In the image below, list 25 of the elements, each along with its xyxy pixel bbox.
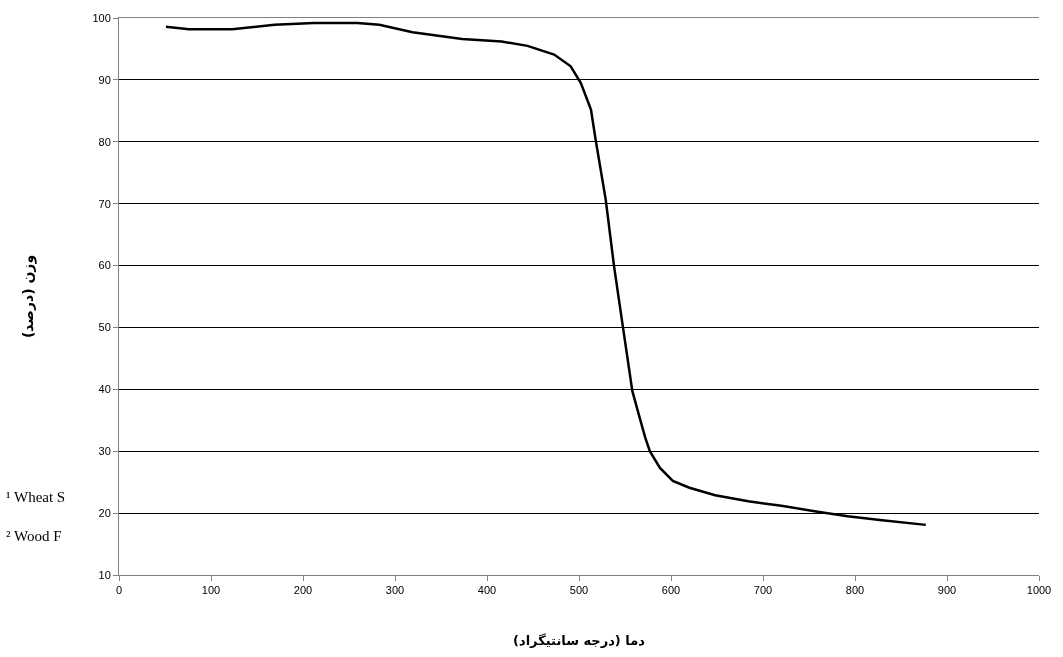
x-tick-label: 900 [937, 584, 957, 597]
y-tick-label: 80 [98, 135, 111, 148]
y-tick-label: 50 [98, 321, 111, 334]
y-tick-label: 10 [98, 568, 111, 581]
x-tick-label: 1000 [1026, 584, 1052, 597]
y-tick-label: 20 [98, 506, 111, 519]
y-tick-label: 70 [98, 197, 111, 210]
x-tick-label: 600 [661, 584, 681, 597]
x-tick-label: 800 [845, 584, 865, 597]
y-tick-label: 100 [92, 11, 111, 24]
x-tick-label: 300 [385, 584, 405, 597]
text: ¹ Wheat S [6, 489, 66, 505]
y-tick-label: 90 [98, 73, 111, 86]
y-tick-label: 40 [98, 383, 111, 396]
x-tick-label: 400 [477, 584, 497, 597]
y-axis-title: وزن (درصد) [20, 254, 38, 339]
y-tick-label: 60 [98, 259, 111, 272]
text: ² Wood F [6, 528, 62, 544]
x-axis-title: دما (درجه سانتیگراد) [513, 632, 646, 648]
x-tick-label: 500 [569, 584, 589, 597]
x-tick-label: 700 [753, 584, 773, 597]
y-tick-label: 30 [98, 445, 111, 458]
x-tick-label: 200 [293, 584, 313, 597]
x-tick-label: 100 [201, 584, 221, 597]
x-tick-label: 0 [115, 584, 123, 597]
